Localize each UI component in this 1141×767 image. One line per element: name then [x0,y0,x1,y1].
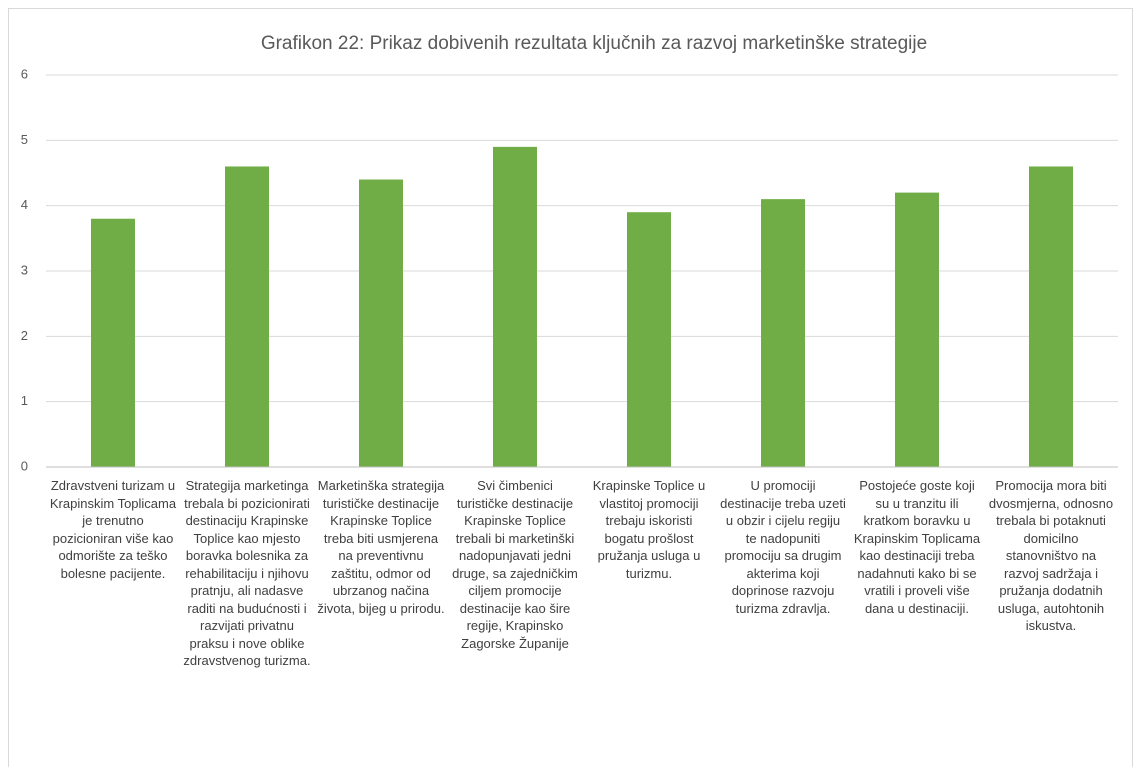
chart-frame [8,8,1133,767]
x-tick-label: U promociji destinacije treba uzeti u ob… [720,478,846,616]
y-tick-label: 0 [21,458,28,473]
chart-title: Grafikon 22: Prikaz dobivenih rezultata … [261,33,927,54]
x-tick-label: Promocija mora biti dvosmjerna, odnosno … [988,478,1114,633]
y-tick-label: 6 [21,66,28,81]
bar [895,192,939,467]
bar [91,218,135,467]
bar [359,179,403,468]
bar [627,212,671,467]
bar [493,146,537,467]
y-tick-label: 3 [21,262,28,277]
bar [1029,166,1073,467]
x-tick-label: Marketinška strategija turističke destin… [317,478,445,616]
y-tick-label: 4 [21,197,28,212]
bar [225,166,269,467]
y-tick-label: 1 [21,393,28,408]
y-tick-label: 2 [21,328,28,343]
x-tick-label: Postojeće goste koji su u tranzitu ili k… [853,478,981,616]
x-tick-label: Svi čimbenici turističke destinacije Kra… [452,478,578,651]
y-tick-label: 5 [21,132,28,147]
bar [761,199,805,467]
x-tick-label: Krapinske Toplice u vlastitoj promociji … [592,478,706,581]
x-tick-label: Strategija marketinga trebala bi pozicio… [183,478,311,668]
x-tick-label: Zdravstveni turizam u Krapinskim Toplica… [49,478,177,581]
